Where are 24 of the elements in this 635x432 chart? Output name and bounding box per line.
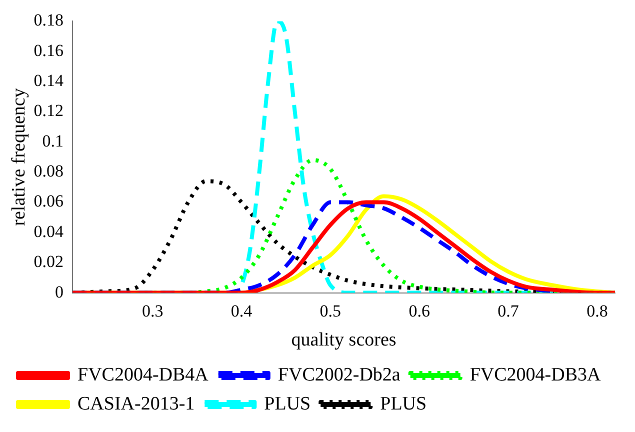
y-tick-label: 0.12 <box>34 101 64 120</box>
y-tick-label: 0.1 <box>42 131 64 150</box>
y-tick-label: 0.18 <box>34 10 64 30</box>
legend-label: PLUS <box>380 393 427 414</box>
legend-label: FVC2004-DB3A <box>470 364 602 386</box>
x-tick-label: 0.4 <box>230 301 253 320</box>
legend-label: FVC2004-DB4A <box>78 364 209 386</box>
y-tick-label: 0 <box>55 282 64 302</box>
y-tick-label: 0.14 <box>34 71 64 90</box>
x-axis-title: quality scores <box>291 330 396 351</box>
y-tick-label: 0.06 <box>34 192 64 211</box>
x-tick-label: 0.7 <box>498 301 520 320</box>
x-tick-label: 0.3 <box>142 301 164 320</box>
x-tick-label: 0.6 <box>408 301 430 320</box>
x-tick-label: 0.8 <box>586 301 608 320</box>
legend-label: CASIA-2013-1 <box>78 393 195 414</box>
y-tick-label: 0.16 <box>34 40 64 60</box>
y-tick-label: 0.08 <box>34 162 64 181</box>
y-tick-label: 0.02 <box>34 252 64 272</box>
legend-label: PLUS <box>264 393 311 414</box>
x-tick-label: 0.5 <box>320 301 342 320</box>
y-axis-title: relative frequency <box>8 88 30 226</box>
y-tick-label: 0.04 <box>34 222 64 241</box>
legend-label: FVC2002-Db2a <box>278 364 401 386</box>
